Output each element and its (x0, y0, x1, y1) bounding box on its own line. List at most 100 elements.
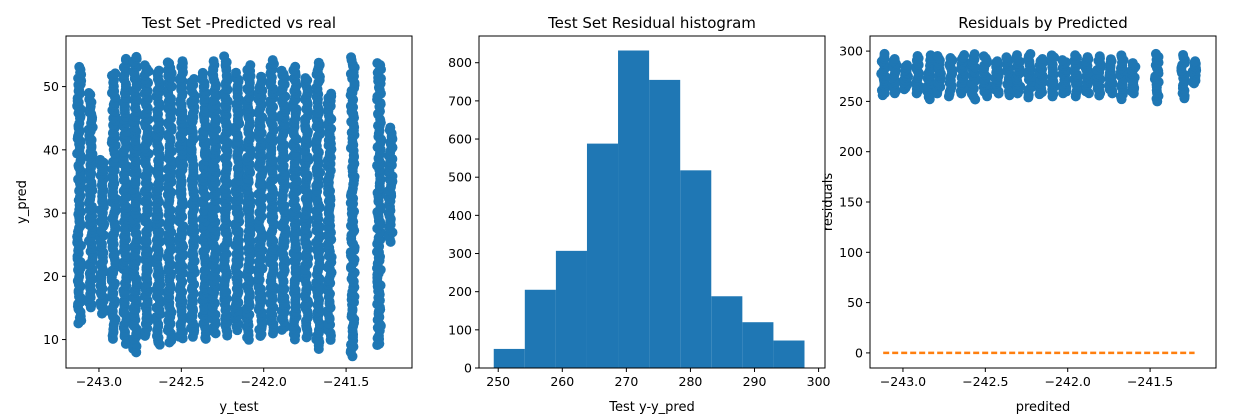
scatter-point (902, 60, 913, 71)
scatter-point (256, 71, 267, 82)
axes-frame (65, 35, 413, 369)
scatter-point (276, 65, 287, 76)
scatter-point (153, 65, 164, 76)
scatter-point (385, 122, 396, 133)
scatter-point (1094, 51, 1105, 62)
y-tick-label: 50 (847, 295, 863, 310)
scatter-point (1105, 54, 1116, 65)
scatter-point (1127, 58, 1138, 69)
y-tick-label: 200 (839, 144, 863, 159)
scatter-point (290, 61, 301, 72)
y-tick-label: 10 (43, 332, 59, 347)
y-tick-label: 30 (43, 206, 59, 221)
histogram-bar (524, 289, 556, 368)
scatter-point (959, 50, 970, 61)
panel-predicted-vs-real: Test Set -Predicted vs real −243.0 −242.5… (15, 14, 413, 415)
scatter-point (83, 88, 94, 99)
x-tick-label: 270 (614, 374, 638, 389)
scatter-point (95, 154, 106, 165)
y-tick-label: 100 (839, 245, 863, 260)
scatter-point (131, 51, 142, 62)
scatter-point (992, 56, 1003, 67)
histogram-bar (618, 50, 650, 368)
scatter-point (1190, 56, 1201, 67)
x-tick-label: 280 (679, 374, 703, 389)
histogram-bar (555, 250, 587, 368)
x-axis-label: Test y-y_pred (608, 400, 694, 415)
scatter-point (1082, 52, 1093, 63)
y-tick-label: 300 (839, 44, 863, 59)
panel-residual-histogram: Test Set Residual histogram 250 260 270 280… (448, 14, 830, 415)
histogram-bar (711, 296, 743, 368)
x-tick-label: 290 (743, 374, 767, 389)
scatter-point (267, 55, 278, 66)
scatter-point (1001, 52, 1012, 63)
scatter-point (1046, 50, 1057, 61)
y-tick-label: 150 (839, 195, 863, 210)
scatter-point (1116, 50, 1127, 61)
scatter-point (139, 60, 150, 71)
x-tick-label: −241.5 (1127, 374, 1173, 389)
y-tick-label: 500 (448, 170, 472, 185)
scatter-point (1150, 48, 1161, 59)
scatter-points (876, 48, 1202, 107)
scatter-point (300, 73, 311, 84)
scatter-point (372, 58, 383, 69)
y-tick-label: 0 (464, 361, 472, 376)
y-ticks: 0 100 200 300 400 500 600 700 800 (448, 55, 479, 376)
scatter-point (889, 54, 900, 65)
histogram-bar (586, 143, 619, 368)
scatter-point (208, 56, 219, 67)
scatter-point (74, 61, 85, 72)
histogram-bar (773, 340, 805, 368)
x-tick-label: 250 (486, 374, 510, 389)
scatter-point (969, 49, 980, 60)
scatter-point (978, 51, 989, 62)
scatter-points (72, 51, 398, 362)
y-tick-label: 800 (448, 55, 472, 70)
y-tick-label: 20 (43, 269, 59, 284)
y-tick-label: 40 (43, 142, 59, 157)
x-tick-label: −242.0 (1045, 374, 1091, 389)
histogram-bar (742, 322, 774, 368)
y-tick-label: 250 (839, 94, 863, 109)
scatter-point (177, 56, 188, 67)
y-ticks: 10 20 30 40 50 (43, 79, 66, 347)
x-tick-label: −242.0 (241, 374, 287, 389)
x-tick-label: 260 (550, 374, 574, 389)
x-axis-label: y_test (219, 400, 258, 415)
histogram-bar (680, 170, 712, 368)
x-tick-label: 300 (807, 374, 831, 389)
scatter-point (932, 51, 943, 62)
scatter-point (346, 52, 357, 63)
y-tick-label: 300 (448, 246, 472, 261)
scatter-point (1037, 54, 1048, 65)
y-tick-label: 200 (448, 284, 472, 299)
x-tick-label: −243.0 (880, 374, 926, 389)
scatter-point (162, 57, 173, 68)
y-axis-label: residuals (821, 173, 836, 232)
scatter-point (945, 53, 956, 64)
scatter-point (912, 50, 923, 61)
x-ticks: −243.0 −242.5 −242.0 −241.5 (880, 368, 1173, 389)
histogram-bar (493, 348, 525, 368)
scatter-point (110, 68, 121, 79)
y-tick-label: 50 (43, 79, 59, 94)
x-tick-label: −243.0 (76, 374, 122, 389)
y-tick-label: 700 (448, 93, 472, 108)
histogram-bar (649, 79, 681, 368)
y-tick-label: 0 (855, 345, 863, 360)
scatter-point (231, 67, 241, 78)
histogram-bars (493, 50, 805, 368)
x-ticks: 250 260 270 280 290 300 (486, 368, 831, 389)
scatter-point (313, 57, 324, 68)
axes-frame (478, 35, 826, 369)
x-tick-label: −242.5 (962, 374, 1008, 389)
x-tick-label: −241.5 (323, 374, 369, 389)
y-tick-label: 400 (448, 208, 472, 223)
y-tick-label: 600 (448, 132, 472, 147)
panel-residuals-by-predicted: Residuals by Predicted −243.0 −242.5 −242.… (821, 14, 1217, 415)
scatter-point (879, 48, 890, 59)
y-ticks: 0 50 100 150 200 250 300 (839, 44, 870, 360)
